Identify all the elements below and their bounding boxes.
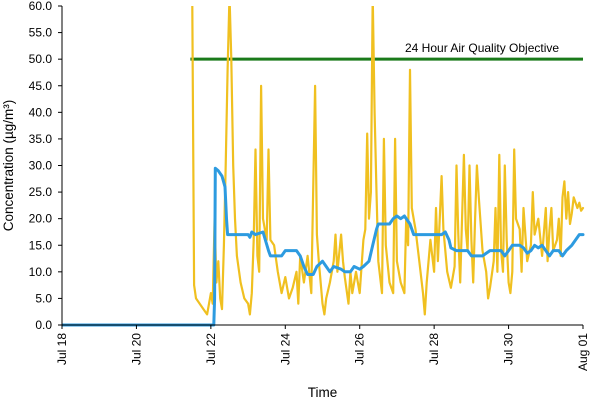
series-line-hourly [191, 6, 585, 316]
x-tick-label: Jul 24 [278, 333, 292, 365]
y-tick-label: 25.0 [29, 185, 53, 199]
x-tick-label: Jul 22 [204, 333, 218, 365]
x-tick-label: Aug 01 [576, 333, 590, 371]
y-tick-label: 55.0 [29, 26, 53, 40]
x-axis-title: Time [308, 385, 338, 400]
y-tick-label: 30.0 [29, 159, 53, 173]
y-tick-label: 60.0 [29, 0, 53, 13]
plot-area [62, 6, 585, 327]
series-line-rolling [62, 166, 585, 327]
y-tick-label: 5.0 [35, 291, 52, 305]
x-tick-label: Jul 28 [427, 333, 441, 365]
x-axis-ticks: Jul 18 Jul 20 Jul 22 Jul 24 Jul 26 Jul 28 Jul … [55, 325, 590, 371]
objective-label: 24 Hour Air Quality Objective [405, 41, 559, 55]
x-tick-label: Jul 20 [129, 333, 143, 365]
y-tick-label: 20.0 [29, 212, 53, 226]
y-tick-label: 40.0 [29, 105, 53, 119]
x-tick-label: Jul 30 [502, 333, 516, 365]
y-tick-label: 0.0 [35, 318, 52, 332]
y-axis-title: Concentration (µg/m³) [1, 100, 16, 232]
y-tick-label: 15.0 [29, 238, 53, 252]
x-tick-label: Jul 26 [353, 333, 367, 365]
y-tick-label: 50.0 [29, 52, 53, 66]
y-axis-ticks: 0.0 5.0 10.0 15.0 20.0 25.0 30.0 35.0 40.0 45.0 50… [29, 0, 62, 332]
y-tick-label: 10.0 [29, 265, 53, 279]
y-tick-label: 45.0 [29, 79, 53, 93]
x-tick-label: Jul 18 [55, 333, 69, 365]
y-tick-label: 35.0 [29, 132, 53, 146]
